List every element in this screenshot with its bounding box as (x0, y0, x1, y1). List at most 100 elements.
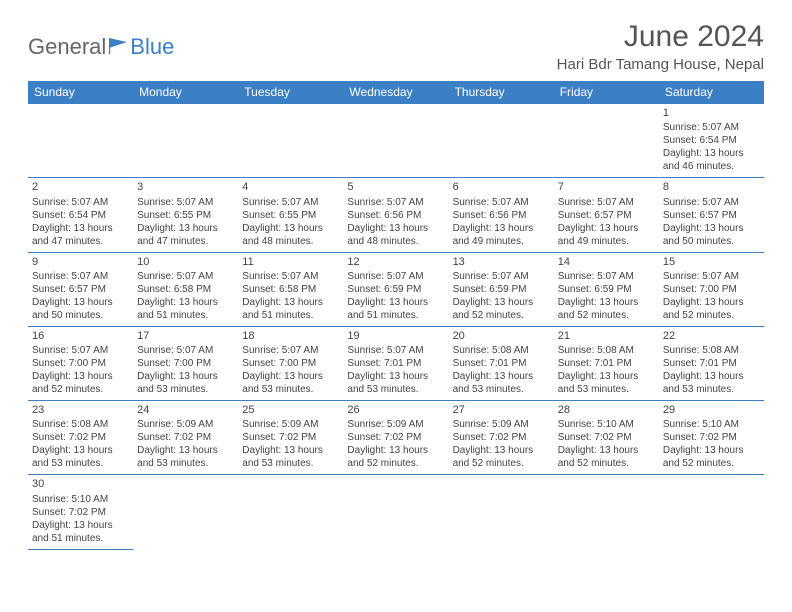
title-block: June 2024 Hari Bdr Tamang House, Nepal (557, 20, 764, 73)
day-number: 20 (453, 329, 550, 343)
day-cell-27: 27Sunrise: 5:09 AMSunset: 7:02 PMDayligh… (449, 401, 554, 475)
daylight-text: Daylight: 13 hours and 53 minutes. (32, 444, 129, 470)
daylight-text: Daylight: 13 hours and 53 minutes. (242, 370, 339, 396)
day-number: 19 (347, 329, 444, 343)
sunset-text: Sunset: 7:02 PM (32, 506, 129, 519)
day-cell-17: 17Sunrise: 5:07 AMSunset: 7:00 PMDayligh… (133, 326, 238, 400)
sunrise-text: Sunrise: 5:07 AM (242, 270, 339, 283)
weekday-thursday: Thursday (449, 81, 554, 104)
sunrise-text: Sunrise: 5:07 AM (242, 344, 339, 357)
sunset-text: Sunset: 7:02 PM (242, 431, 339, 444)
sunset-text: Sunset: 6:57 PM (663, 209, 760, 222)
daylight-text: Daylight: 13 hours and 47 minutes. (137, 222, 234, 248)
sunrise-text: Sunrise: 5:08 AM (558, 344, 655, 357)
sunset-text: Sunset: 6:58 PM (137, 283, 234, 296)
weekday-monday: Monday (133, 81, 238, 104)
sunrise-text: Sunrise: 5:09 AM (242, 418, 339, 431)
sunset-text: Sunset: 6:57 PM (32, 283, 129, 296)
empty-cell (449, 104, 554, 178)
day-number: 12 (347, 255, 444, 269)
day-number: 21 (558, 329, 655, 343)
sunset-text: Sunset: 6:56 PM (453, 209, 550, 222)
empty-cell (659, 475, 764, 549)
sunset-text: Sunset: 6:57 PM (558, 209, 655, 222)
calendar-table: SundayMondayTuesdayWednesdayThursdayFrid… (28, 81, 764, 550)
header: General Blue June 2024 Hari Bdr Tamang H… (28, 20, 764, 73)
sunset-text: Sunset: 7:01 PM (558, 357, 655, 370)
sunrise-text: Sunrise: 5:08 AM (453, 344, 550, 357)
sunrise-text: Sunrise: 5:07 AM (347, 344, 444, 357)
day-cell-23: 23Sunrise: 5:08 AMSunset: 7:02 PMDayligh… (28, 401, 133, 475)
day-number: 24 (137, 403, 234, 417)
sunrise-text: Sunrise: 5:09 AM (347, 418, 444, 431)
sunset-text: Sunset: 6:59 PM (347, 283, 444, 296)
sunset-text: Sunset: 7:02 PM (663, 431, 760, 444)
sunset-text: Sunset: 7:02 PM (32, 431, 129, 444)
day-number: 9 (32, 255, 129, 269)
day-cell-9: 9Sunrise: 5:07 AMSunset: 6:57 PMDaylight… (28, 252, 133, 326)
sunrise-text: Sunrise: 5:07 AM (242, 196, 339, 209)
day-cell-16: 16Sunrise: 5:07 AMSunset: 7:00 PMDayligh… (28, 326, 133, 400)
daylight-text: Daylight: 13 hours and 51 minutes. (137, 296, 234, 322)
day-cell-1: 1Sunrise: 5:07 AMSunset: 6:54 PMDaylight… (659, 104, 764, 178)
daylight-text: Daylight: 13 hours and 52 minutes. (453, 444, 550, 470)
daylight-text: Daylight: 13 hours and 46 minutes. (663, 147, 760, 173)
day-cell-20: 20Sunrise: 5:08 AMSunset: 7:01 PMDayligh… (449, 326, 554, 400)
sunrise-text: Sunrise: 5:09 AM (137, 418, 234, 431)
day-cell-22: 22Sunrise: 5:08 AMSunset: 7:01 PMDayligh… (659, 326, 764, 400)
sunrise-text: Sunrise: 5:09 AM (453, 418, 550, 431)
day-cell-14: 14Sunrise: 5:07 AMSunset: 6:59 PMDayligh… (554, 252, 659, 326)
sunset-text: Sunset: 6:54 PM (32, 209, 129, 222)
sunset-text: Sunset: 6:54 PM (663, 134, 760, 147)
sunset-text: Sunset: 6:59 PM (453, 283, 550, 296)
sunrise-text: Sunrise: 5:10 AM (663, 418, 760, 431)
sunrise-text: Sunrise: 5:07 AM (453, 270, 550, 283)
day-number: 5 (347, 180, 444, 194)
sunrise-text: Sunrise: 5:07 AM (32, 270, 129, 283)
weekday-sunday: Sunday (28, 81, 133, 104)
day-number: 1 (663, 106, 760, 120)
sunrise-text: Sunrise: 5:07 AM (137, 270, 234, 283)
day-cell-25: 25Sunrise: 5:09 AMSunset: 7:02 PMDayligh… (238, 401, 343, 475)
sunrise-text: Sunrise: 5:10 AM (558, 418, 655, 431)
day-number: 16 (32, 329, 129, 343)
day-cell-26: 26Sunrise: 5:09 AMSunset: 7:02 PMDayligh… (343, 401, 448, 475)
day-cell-13: 13Sunrise: 5:07 AMSunset: 6:59 PMDayligh… (449, 252, 554, 326)
day-cell-29: 29Sunrise: 5:10 AMSunset: 7:02 PMDayligh… (659, 401, 764, 475)
day-number: 10 (137, 255, 234, 269)
day-number: 13 (453, 255, 550, 269)
day-cell-6: 6Sunrise: 5:07 AMSunset: 6:56 PMDaylight… (449, 178, 554, 252)
sunrise-text: Sunrise: 5:07 AM (558, 196, 655, 209)
daylight-text: Daylight: 13 hours and 52 minutes. (453, 296, 550, 322)
empty-cell (28, 104, 133, 178)
day-cell-12: 12Sunrise: 5:07 AMSunset: 6:59 PMDayligh… (343, 252, 448, 326)
daylight-text: Daylight: 13 hours and 53 minutes. (347, 370, 444, 396)
daylight-text: Daylight: 13 hours and 53 minutes. (453, 370, 550, 396)
sunset-text: Sunset: 7:00 PM (663, 283, 760, 296)
sunset-text: Sunset: 6:58 PM (242, 283, 339, 296)
daylight-text: Daylight: 13 hours and 47 minutes. (32, 222, 129, 248)
daylight-text: Daylight: 13 hours and 53 minutes. (663, 370, 760, 396)
empty-cell (343, 475, 448, 549)
daylight-text: Daylight: 13 hours and 53 minutes. (242, 444, 339, 470)
daylight-text: Daylight: 13 hours and 50 minutes. (663, 222, 760, 248)
sunset-text: Sunset: 7:02 PM (137, 431, 234, 444)
sunset-text: Sunset: 7:02 PM (558, 431, 655, 444)
sunset-text: Sunset: 7:01 PM (663, 357, 760, 370)
day-number: 6 (453, 180, 550, 194)
empty-cell (133, 475, 238, 549)
day-number: 15 (663, 255, 760, 269)
day-cell-10: 10Sunrise: 5:07 AMSunset: 6:58 PMDayligh… (133, 252, 238, 326)
weekday-saturday: Saturday (659, 81, 764, 104)
day-cell-7: 7Sunrise: 5:07 AMSunset: 6:57 PMDaylight… (554, 178, 659, 252)
day-number: 30 (32, 477, 129, 491)
day-cell-30: 30Sunrise: 5:10 AMSunset: 7:02 PMDayligh… (28, 475, 133, 549)
weekday-header-row: SundayMondayTuesdayWednesdayThursdayFrid… (28, 81, 764, 104)
sunset-text: Sunset: 7:02 PM (347, 431, 444, 444)
weekday-tuesday: Tuesday (238, 81, 343, 104)
day-cell-24: 24Sunrise: 5:09 AMSunset: 7:02 PMDayligh… (133, 401, 238, 475)
calendar-row: 2Sunrise: 5:07 AMSunset: 6:54 PMDaylight… (28, 178, 764, 252)
daylight-text: Daylight: 13 hours and 53 minutes. (137, 444, 234, 470)
day-cell-15: 15Sunrise: 5:07 AMSunset: 7:00 PMDayligh… (659, 252, 764, 326)
daylight-text: Daylight: 13 hours and 52 minutes. (32, 370, 129, 396)
